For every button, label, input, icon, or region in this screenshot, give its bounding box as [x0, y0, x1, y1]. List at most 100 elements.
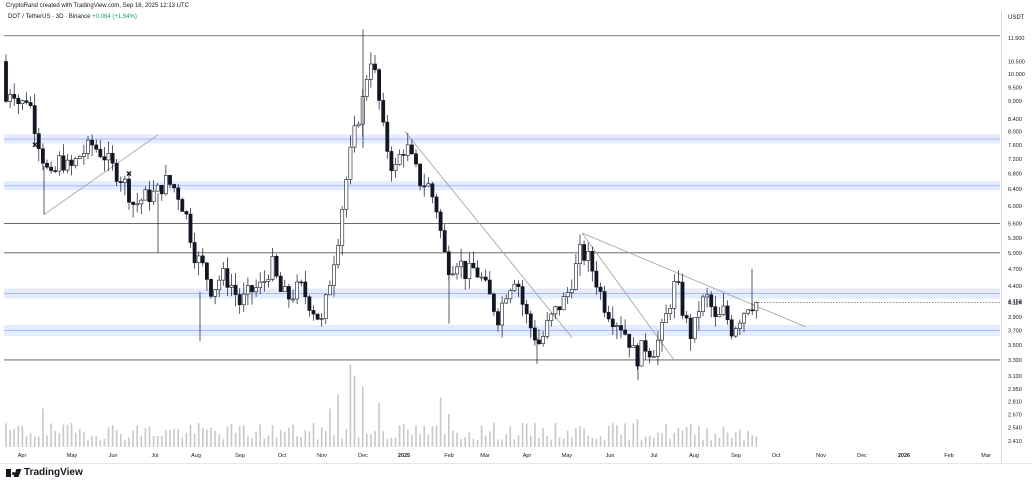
volume-bar: [152, 436, 155, 447]
candle-body: [668, 308, 673, 314]
candle-body: [717, 314, 722, 318]
volume-bar: [460, 439, 462, 447]
price-tick-label: 8.000: [1008, 130, 1022, 136]
volume-bar: [42, 408, 44, 447]
volume-bar: [87, 440, 89, 447]
current-price-label: 4.124: [1008, 300, 1023, 306]
volume-bar: [144, 427, 147, 447]
price-tick-label: 3.100: [1008, 374, 1022, 380]
price-tick-label: 2.410: [1008, 439, 1022, 445]
volume-bar: [124, 440, 126, 447]
price-tick-label: 7.200: [1008, 157, 1022, 163]
volume-bar: [398, 425, 401, 447]
candle-body: [356, 123, 361, 127]
candle-body: [442, 230, 447, 253]
candle-body: [196, 255, 201, 264]
candle-body: [450, 273, 455, 276]
volume-bar: [427, 434, 430, 447]
volume-bar: [50, 423, 52, 447]
volume-bar: [255, 431, 257, 447]
candle-body: [491, 293, 496, 312]
candle-body: [139, 199, 144, 205]
support-zone-2: [4, 288, 1000, 299]
price-tick-label: 4.700: [1008, 267, 1022, 273]
candle-body: [647, 350, 652, 358]
volume-bar: [534, 422, 536, 447]
price-tick-label: 9.500: [1008, 85, 1022, 91]
price-change: +0.064 (+1.54%): [92, 14, 137, 20]
price-tick-label: 6.800: [1008, 171, 1022, 177]
candle-body: [364, 79, 369, 97]
candle-body: [627, 333, 632, 348]
candle-body: [286, 286, 291, 300]
volume-bar: [566, 430, 569, 447]
symbol-info[interactable]: DOT / TetherUS · 3D · Binance +0.064 (+1…: [8, 14, 137, 20]
candle-body: [32, 105, 37, 134]
volume-bar: [472, 438, 475, 447]
candle-body: [496, 311, 500, 326]
candle-body: [57, 155, 62, 172]
volume-bar: [5, 423, 7, 447]
symbol-name: DOT / TetherUS · 3D · Binance: [8, 14, 91, 20]
candle-body: [311, 310, 316, 315]
candle-body: [77, 156, 82, 159]
volume-bar: [366, 434, 368, 447]
volume-bar: [222, 439, 225, 447]
candle-body: [475, 267, 480, 278]
candle-body: [340, 209, 345, 246]
candle-body: [143, 189, 148, 201]
volume-bar: [484, 435, 487, 447]
candle-body: [438, 211, 443, 231]
trendline-0: [43, 134, 159, 215]
candle-body: [508, 290, 513, 300]
time-tick-label: Aug: [689, 453, 699, 459]
trendline-3: [581, 232, 807, 328]
volume-bar: [411, 434, 413, 447]
volume-bar: [267, 435, 270, 447]
volume-bar: [300, 436, 302, 447]
volume-bar: [710, 440, 712, 447]
volume-bar: [259, 424, 261, 447]
volume-bar: [284, 431, 286, 447]
candle-body: [631, 345, 636, 348]
candle-body: [49, 166, 54, 171]
candle-body: [118, 181, 123, 183]
volume-bar: [263, 438, 266, 447]
price-tick-label: 5.000: [1008, 251, 1022, 257]
volume-bar: [603, 439, 606, 447]
candle-body: [327, 285, 332, 296]
candle-body: [504, 298, 509, 304]
candle-body: [61, 155, 66, 171]
candle-body: [16, 97, 21, 104]
volume-bar: [345, 428, 348, 447]
volume-bar: [161, 435, 163, 447]
volume-bar: [497, 439, 499, 447]
volume-bar: [632, 423, 635, 447]
tradingview-logo[interactable]: TradingView: [6, 467, 83, 478]
candle-body: [729, 319, 734, 337]
volume-bar: [554, 423, 557, 447]
candle-body: [713, 306, 718, 318]
tradingview-logo-text: TradingView: [24, 467, 83, 478]
candle-body: [336, 245, 341, 266]
volume-bar: [489, 431, 491, 447]
candle-body: [12, 94, 17, 99]
price-tick-label: 7.600: [1008, 143, 1022, 149]
candle-body: [549, 313, 554, 321]
volume-bar: [251, 437, 253, 447]
candle-body: [131, 201, 136, 205]
candle-body: [229, 284, 234, 288]
volume-bar: [214, 431, 216, 447]
volume-bar: [722, 427, 725, 447]
candle-body: [479, 276, 484, 279]
candle-body: [569, 289, 574, 293]
candle-body: [557, 306, 562, 311]
candle-body: [282, 286, 287, 292]
price-tick-label: 8.400: [1008, 117, 1022, 123]
volume-bar: [591, 437, 594, 447]
candle-body: [692, 316, 697, 339]
volume-bar: [448, 414, 450, 447]
volume-bar: [394, 437, 397, 447]
volume-bar: [370, 434, 372, 447]
